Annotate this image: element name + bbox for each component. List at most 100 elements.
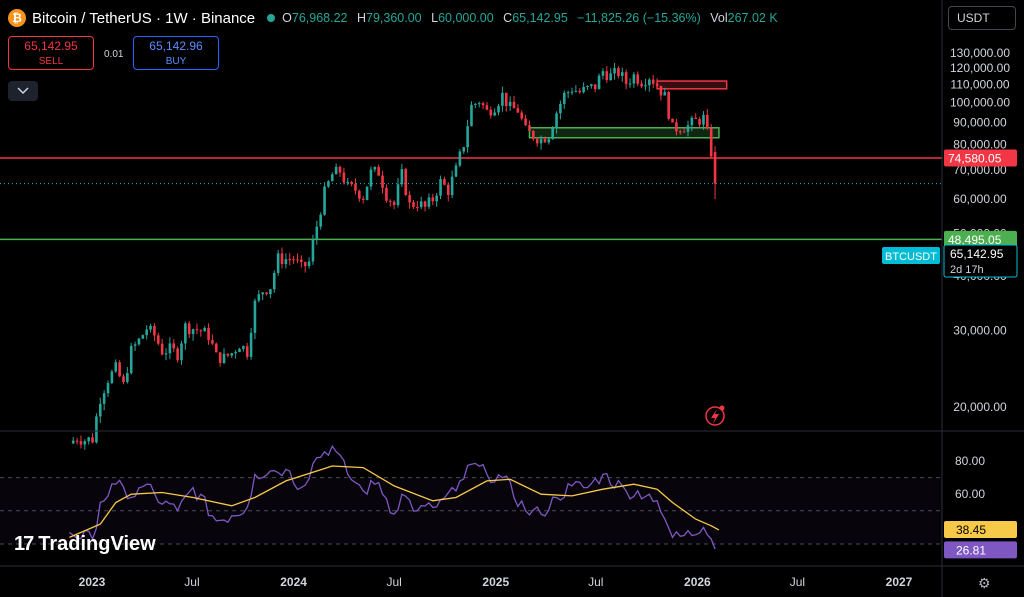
candle-body: [195, 329, 199, 331]
candle-body: [253, 300, 257, 333]
candle-body: [98, 403, 102, 417]
zones: [528, 80, 728, 139]
candle-body: [234, 352, 237, 354]
candle-body: [593, 84, 597, 90]
candle-body: [481, 103, 485, 106]
candle-body: [156, 335, 160, 344]
candle-body: [95, 416, 98, 443]
candle-body: [504, 92, 508, 107]
candle-body: [470, 104, 473, 127]
rsi-tick-label: 60.00: [955, 487, 985, 501]
candle-body: [524, 118, 527, 126]
rsi-tick-label: 80.00: [955, 454, 985, 468]
candle-body: [686, 125, 690, 132]
candle-body: [396, 184, 400, 206]
candle-body: [79, 441, 83, 445]
candle-body: [516, 108, 520, 113]
candle-body: [462, 147, 466, 152]
candle-body: [620, 72, 624, 76]
candle-body: [238, 348, 241, 353]
candle-body: [555, 113, 558, 129]
candle-body: [713, 152, 717, 184]
candle-body: [485, 105, 489, 110]
buy-button[interactable]: 65,142.96 BUY: [133, 36, 219, 70]
settings-gear-icon[interactable]: ⚙: [978, 575, 991, 591]
candle-body: [114, 362, 118, 372]
candle-body: [466, 126, 469, 148]
candle-body: [168, 343, 172, 354]
candle-body: [547, 139, 551, 143]
spread-value: 0.01: [104, 49, 124, 60]
open-label: O: [282, 11, 292, 25]
volume-label: Vol: [710, 11, 728, 25]
change-value: −11,825.26 (−15.36%): [577, 11, 701, 25]
resistance-price-tag-text: 74,580.05: [948, 151, 1002, 165]
time-tick-label: Jul: [386, 575, 401, 589]
candle-body: [404, 169, 408, 196]
price-tick-label: 30,000.00: [953, 323, 1007, 337]
candle-body: [327, 181, 330, 187]
candle-body: [226, 353, 230, 356]
candle-body: [385, 187, 388, 201]
candle-body: [582, 86, 585, 93]
candle-body: [110, 371, 114, 384]
candle-body: [416, 206, 419, 208]
time-tick-label: 2026: [684, 575, 711, 589]
tradingview-watermark: 17 TradingView: [14, 533, 156, 556]
candle-body: [497, 105, 500, 113]
candle-body: [667, 92, 670, 119]
last-price-text: 65,142.95: [950, 247, 1004, 261]
rsi-ma-line: [69, 465, 720, 538]
candle-body: [446, 184, 450, 196]
candle-body: [636, 74, 640, 84]
symbol-title[interactable]: Bitcoin / TetherUS · 1W · Binance: [32, 9, 256, 27]
candle-body: [257, 294, 261, 301]
candle-body: [218, 352, 222, 363]
symbol-tag-bg: [882, 247, 940, 264]
candle-body: [242, 346, 245, 349]
candle-body: [149, 325, 152, 330]
candle-body: [539, 138, 543, 144]
candle-body: [597, 75, 601, 90]
candle-body: [91, 437, 94, 443]
candle-body: [644, 85, 647, 87]
candle-body: [690, 117, 694, 126]
candle-body: [709, 128, 713, 157]
collapse-legend-button[interactable]: [8, 81, 38, 101]
candle-body: [307, 261, 311, 267]
high-value: 79,360.00: [366, 11, 422, 25]
candle-body: [609, 73, 612, 81]
sell-button[interactable]: 65,142.95 SELL: [8, 36, 94, 70]
candle-body: [493, 112, 496, 116]
currency-selector[interactable]: USDT: [948, 6, 1016, 30]
candle-body: [87, 437, 90, 442]
candle-body: [141, 335, 145, 339]
misc-overlays: [705, 405, 725, 426]
candle-body: [694, 117, 698, 119]
candle-body: [137, 338, 141, 345]
price-tick-label: 120,000.00: [950, 61, 1010, 75]
candle-body: [284, 259, 288, 264]
support-price-tag-text: 48,495.05: [948, 233, 1002, 247]
bitcoin-icon: ₿: [8, 9, 26, 27]
price-tick-label: 60,000.00: [953, 192, 1007, 206]
candle-body: [512, 101, 516, 109]
horizontal-lines: [0, 157, 942, 241]
candle-body: [180, 343, 183, 361]
candle-body: [153, 325, 156, 336]
candle-body: [613, 68, 616, 74]
candle-body: [176, 348, 179, 361]
ohlc-values: O76,968.22 H79,360.00 L60,000.00 C65,142…: [282, 11, 784, 25]
candle-body: [605, 71, 609, 81]
candle-body: [272, 272, 276, 290]
candle-body: [129, 345, 133, 374]
candle-body: [408, 195, 411, 203]
candle-body: [230, 353, 234, 356]
close-label: C: [503, 11, 513, 25]
candle-body: [566, 92, 570, 94]
candle-body: [222, 353, 226, 363]
candle-body: [126, 373, 129, 382]
candle-body: [211, 340, 214, 344]
